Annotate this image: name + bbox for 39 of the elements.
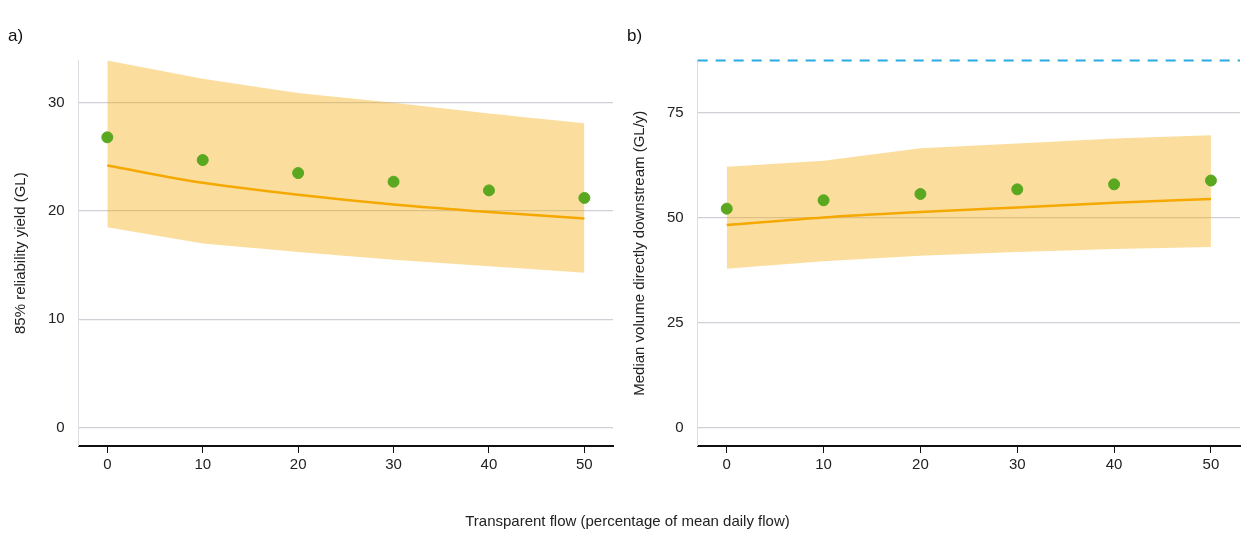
x-tick-label: 10 <box>815 455 832 473</box>
point <box>914 187 927 200</box>
y-tick-label: 25 <box>667 312 684 330</box>
y-axis-title: 85% reliability yield (GL) <box>11 172 29 335</box>
x-axis-title: Transparent flow (percentage of mean daily flow) <box>464 512 791 529</box>
point <box>292 167 305 180</box>
y-axis-title: Median volume directly downstream (GL/y) <box>630 110 648 396</box>
x-tick-label: 50 <box>1202 455 1220 473</box>
point <box>387 175 400 188</box>
y-tick-label: 0 <box>675 417 684 435</box>
x-tick-label: 20 <box>912 455 929 473</box>
x-tick-label: 40 <box>1105 455 1123 473</box>
chart-title: b) <box>627 25 643 45</box>
y-tick-label: 10 <box>48 309 65 327</box>
y-tick-label: 75 <box>667 102 684 120</box>
y-tick-label: 0 <box>56 417 65 435</box>
y-tick-label: 50 <box>667 207 684 225</box>
x-tick-label: 50 <box>576 455 593 473</box>
x-tick-label: 30 <box>385 455 402 473</box>
point <box>1011 183 1024 196</box>
line-series <box>106 164 586 220</box>
chart-title: a) <box>8 25 24 45</box>
line-series <box>725 197 1213 227</box>
y-tick-label: 30 <box>48 92 65 110</box>
point <box>720 202 733 215</box>
x-tick-label: 0 <box>103 455 112 473</box>
x-tick-label: 30 <box>1008 455 1026 473</box>
y-tick-label: 20 <box>48 201 65 219</box>
x-tick-label: 10 <box>194 455 212 473</box>
point <box>817 194 830 207</box>
x-tick-label: 40 <box>480 455 498 473</box>
point <box>578 191 591 204</box>
point <box>196 154 209 167</box>
point <box>101 131 114 144</box>
point <box>1204 174 1217 187</box>
point <box>1108 178 1121 191</box>
x-tick-label: 0 <box>722 455 731 473</box>
x-tick-label: 20 <box>289 455 307 473</box>
point <box>482 184 495 197</box>
